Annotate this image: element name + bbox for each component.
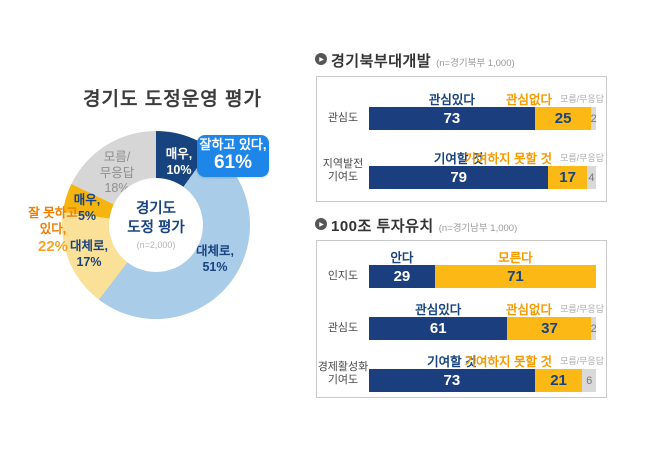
negative-callout: 잘 못하고 있다, 22% xyxy=(22,206,84,255)
play-bullet-icon: ▶ xyxy=(315,53,327,65)
negative-header: 관심없다 xyxy=(505,303,552,317)
donut-sample-size: (n=2,000) xyxy=(136,240,176,251)
bar-chart-investment: 인지도 안다 모른다 29 71 관심도 관심있다 관심없다 xyxy=(316,240,607,398)
bar-row-contribution: 지역발전 기여도 기여할 것 기여하지 못할 것 모름/무응답 79 17 4 xyxy=(317,148,604,189)
left-chart-title: 경기도 도정운영 평가 xyxy=(83,89,262,110)
bar-row-interest: 관심도 관심있다 관심없다 모름/무응답 73 25 2 xyxy=(317,89,604,130)
negative-header: 기여하지 못할 것 xyxy=(464,152,552,166)
row-label: 관심도 xyxy=(327,322,359,335)
negative-header: 관심없다 xyxy=(505,93,552,107)
section-sample-north: (n=경기북부 1,000) xyxy=(436,58,515,69)
bar-area: 기여할 것 기여하지 못할 것 모름/무응답 79 17 4 xyxy=(369,148,604,189)
section-header-north: ▶ 경기북부대개발 (n=경기북부 1,000) xyxy=(315,50,515,70)
dontknow-segment: 4 xyxy=(586,166,596,189)
negative-callout-value: 22% xyxy=(37,238,69,256)
bar-headers: 관심있다 관심없다 모름/무응답 xyxy=(369,89,604,107)
negative-segment: 17 xyxy=(548,166,587,189)
bar-row-economy: 경제활성화 기여도 기여할 것 기여하지 못할 것 모름/무응답 73 21 6 xyxy=(317,351,604,392)
positive-callout-value: 61% xyxy=(213,151,253,173)
stacked-bar: 73 21 6 xyxy=(369,369,596,392)
negative-segment: 37 xyxy=(507,317,592,340)
positive-callout: 잘하고 있다, 61% xyxy=(197,135,269,177)
bar-headers: 기여할 것 기여하지 못할 것 모름/무응답 xyxy=(369,148,604,166)
positive-segment: 73 xyxy=(369,369,535,392)
bar-headers: 기여할 것 기여하지 못할 것 모름/무응답 xyxy=(369,351,604,369)
dontknow-header: 모름/무응답 xyxy=(560,94,604,104)
bar-area: 기여할 것 기여하지 못할 것 모름/무응답 73 21 6 xyxy=(369,351,604,392)
dontknow-segment: 2 xyxy=(591,107,597,130)
slice-label-very-negative: 매우, 5% xyxy=(73,193,101,223)
row-label: 지역발전 기여도 xyxy=(322,157,364,184)
play-bullet-icon: ▶ xyxy=(315,218,327,230)
bar-chart-north: 관심도 관심있다 관심없다 모름/무응답 73 25 2 지역발전 기여도 기여… xyxy=(316,76,607,202)
dontknow-segment: 6 xyxy=(582,369,596,392)
positive-segment: 79 xyxy=(369,166,549,189)
stacked-bar: 79 17 4 xyxy=(369,166,596,189)
positive-callout-label: 잘하고 있다, xyxy=(199,137,267,153)
negative-callout-label: 잘 못하고 있다, xyxy=(28,206,78,236)
section-sample-investment: (n=경기남부 1,000) xyxy=(438,223,518,234)
positive-header: 기여할 것 xyxy=(427,355,477,369)
bar-area: 관심있다 관심없다 모름/무응답 73 25 2 xyxy=(369,89,604,130)
positive-segment: 73 xyxy=(369,107,535,130)
bar-area: 관심있다 관심없다 모름/무응답 61 37 2 xyxy=(369,299,604,340)
section-header-investment: ▶ 100조 투자유치 (n=경기남부 1,000) xyxy=(315,215,518,235)
negative-segment: 71 xyxy=(434,265,596,288)
slice-label-very-positive: 매우, 10% xyxy=(165,147,193,177)
positive-header: 관심있다 xyxy=(428,93,475,107)
dontknow-segment: 2 xyxy=(591,317,597,340)
slice-label-somewhat-negative: 대체로, 17% xyxy=(70,239,108,269)
row-label: 관심도 xyxy=(327,112,359,125)
row-label: 경제활성화 기여도 xyxy=(317,360,369,387)
positive-header: 관심있다 xyxy=(415,303,462,317)
slice-label-somewhat-positive: 대체로, 51% xyxy=(196,244,234,274)
row-label: 인지도 xyxy=(327,270,359,283)
section-title-investment: 100조 투자유치 xyxy=(331,218,434,235)
bar-headers: 관심있다 관심없다 모름/무응답 xyxy=(369,299,604,317)
dontknow-header: 모름/무응답 xyxy=(560,304,604,314)
positive-segment: 29 xyxy=(369,265,435,288)
dontknow-header: 모름/무응답 xyxy=(560,153,604,163)
dontknow-header: 모름/무응답 xyxy=(560,356,604,366)
bar-headers: 안다 모른다 xyxy=(369,247,596,265)
positive-header: 안다 xyxy=(390,251,414,265)
negative-segment: 25 xyxy=(534,107,592,130)
positive-segment: 61 xyxy=(369,317,508,340)
positive-header: 기여할 것 xyxy=(433,152,484,166)
stacked-bar: 29 71 xyxy=(369,265,596,288)
bar-row-interest: 관심도 관심있다 관심없다 모름/무응답 61 37 2 xyxy=(317,299,604,340)
donut-center: 경기도 도정 평가 (n=2,000) xyxy=(109,178,203,272)
stacked-bar: 73 25 2 xyxy=(369,107,597,130)
stacked-bar: 61 37 2 xyxy=(369,317,597,340)
section-title-north: 경기북부대개발 xyxy=(331,53,432,70)
bar-row-awareness: 인지도 안다 모른다 29 71 xyxy=(317,247,596,288)
negative-segment: 21 xyxy=(534,369,583,392)
bar-area: 안다 모른다 29 71 xyxy=(369,247,596,288)
donut-center-title: 경기도 도정 평가 xyxy=(127,200,185,236)
negative-header: 모른다 xyxy=(498,251,533,265)
negative-header: 기여하지 못할 것 xyxy=(464,355,552,369)
